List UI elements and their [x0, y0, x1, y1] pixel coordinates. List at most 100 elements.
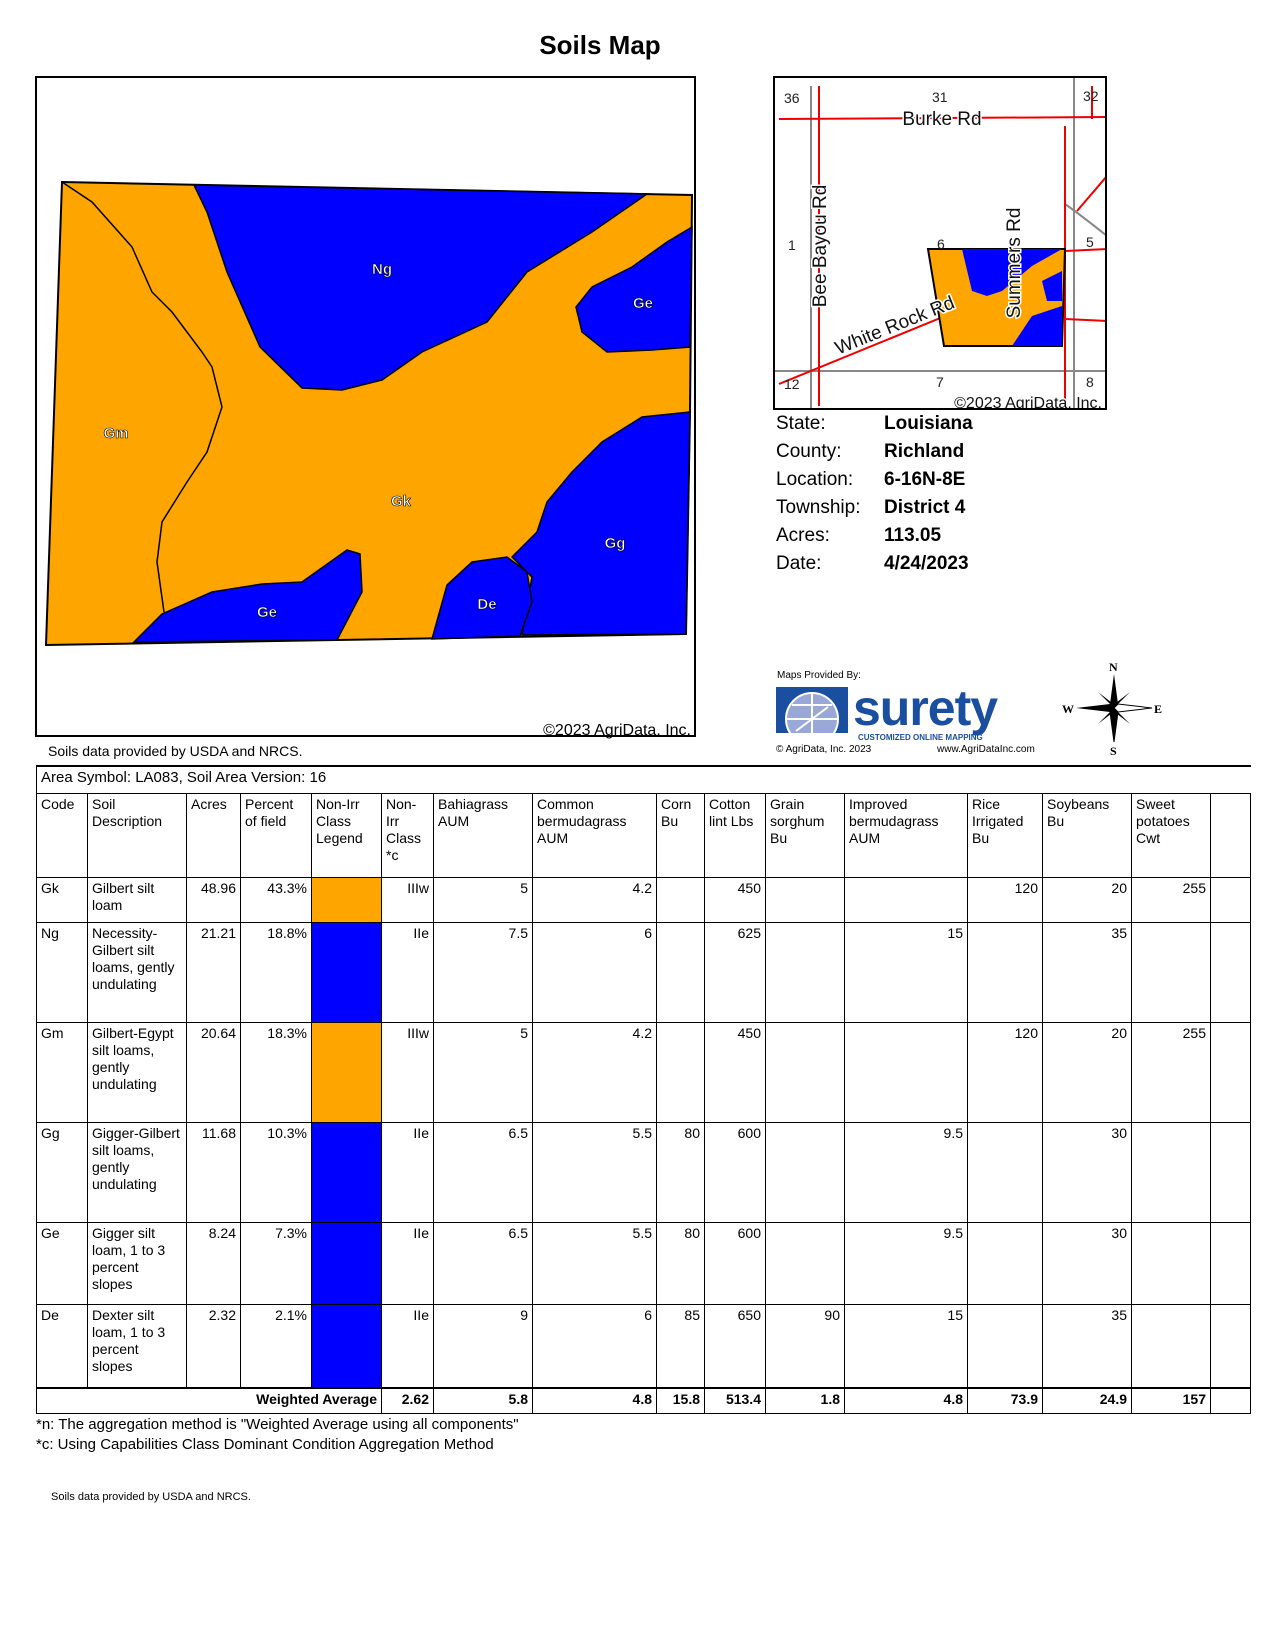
cell-soy: 35 [1042, 1303, 1132, 1389]
logo-provided-by: Maps Provided By: [777, 670, 861, 681]
cell-sweet: 255 [1131, 1021, 1211, 1123]
info-value: 4/24/2023 [884, 553, 969, 574]
column-header: Common bermudagrass AUM [532, 792, 657, 878]
map-label-ge-south: Ge [257, 604, 277, 621]
cell-improved [844, 876, 968, 923]
class-legend-swatch [311, 1221, 382, 1305]
cell-pct: 18.3% [240, 1021, 312, 1123]
cell-grain: 90 [765, 1303, 845, 1389]
cell-improved: 9.5 [844, 1121, 968, 1223]
map-label-gg: Gg [605, 535, 626, 552]
cell-common: 6 [532, 921, 657, 1023]
cell-desc: Dexter silt loam, 1 to 3 percent slopes [87, 1303, 187, 1389]
soil-polygon-ge-north [575, 225, 693, 353]
weighted-common: 4.8 [532, 1387, 657, 1414]
cell-cotton: 600 [704, 1221, 766, 1305]
road-label-summers: Summers Rd [1004, 208, 1025, 319]
compass-e: E [1154, 702, 1162, 716]
compass-rose-icon: N S W E [1062, 660, 1162, 756]
road-label-burke: Burke Rd [902, 109, 981, 130]
weighted-bahia: 5.8 [433, 1387, 533, 1414]
logo-brand: surety [853, 680, 998, 736]
page-title: Soils Map [539, 30, 661, 60]
cell-cotton: 450 [704, 876, 766, 923]
section-1: 1 [788, 237, 796, 253]
cell-extra [1210, 1387, 1251, 1414]
cell-improved [844, 1021, 968, 1123]
cell-rice [967, 1121, 1043, 1223]
weighted-soy: 24.9 [1042, 1387, 1132, 1414]
cell-sweet [1131, 1221, 1211, 1305]
cell-pct: 10.3% [240, 1121, 312, 1223]
map-source-note: Soils data provided by USDA and NRCS. [48, 743, 303, 759]
map-label-ge: Ge [633, 295, 653, 312]
cell-corn: 85 [656, 1303, 705, 1389]
compass-s: S [1110, 744, 1117, 756]
cell-rice: 120 [967, 876, 1043, 923]
column-header: Bahiagrass AUM [433, 792, 533, 878]
column-header: Corn Bu [656, 792, 705, 878]
cell-common: 5.5 [532, 1221, 657, 1305]
cell-bahia: 5 [433, 1021, 533, 1123]
cell-desc: Gilbert-Egypt silt loams, gently undulat… [87, 1021, 187, 1123]
section-31: 31 [932, 89, 948, 105]
cell-acres: 2.32 [186, 1303, 241, 1389]
cell-extra [1210, 1121, 1251, 1223]
table-row: Gg Gigger-Gilbert silt loams, gently undu… [36, 1121, 1251, 1223]
info-value: 6-16N-8E [884, 469, 966, 490]
info-label: Location: [776, 469, 854, 490]
cell-sweet: 255 [1131, 876, 1211, 923]
column-header: Code [36, 792, 88, 878]
cell-cotton: 650 [704, 1303, 766, 1389]
info-label: Township: [776, 497, 861, 518]
cell-common: 6 [532, 1303, 657, 1389]
info-county: County: Richland [776, 441, 964, 463]
weighted-improved: 4.8 [844, 1387, 968, 1414]
soil-polygon-ng [192, 184, 650, 391]
cell-common: 4.2 [532, 1021, 657, 1123]
logo-url[interactable]: www.AgriDataInc.com [937, 744, 1035, 755]
table-header-row: Code Soil Description Acres Percent of fiel… [36, 792, 1251, 878]
road-label-white-rock: White Rock Rd [832, 292, 957, 359]
road-label-bee-bayou: Bee Bayou Rd [810, 185, 831, 308]
weighted-average-label: Weighted Average [36, 1387, 382, 1414]
cell-cotton: 625 [704, 921, 766, 1023]
soil-boundary-gm [61, 181, 223, 613]
column-header: Percent of field [240, 792, 312, 878]
column-header: Soil Description [87, 792, 187, 878]
cell-bahia: 7.5 [433, 921, 533, 1023]
info-value: District 4 [884, 497, 966, 518]
cell-corn [656, 1021, 705, 1123]
column-header: Rice Irrigated Bu [967, 792, 1043, 878]
cell-corn [656, 876, 705, 923]
map-label-gk: Gk [391, 493, 412, 510]
cell-bahia: 6.5 [433, 1121, 533, 1223]
cell-pct: 18.8% [240, 921, 312, 1023]
map-label-ng: Ng [372, 261, 392, 278]
cell-grain [765, 1021, 845, 1123]
cell-extra [1210, 1221, 1251, 1305]
class-legend-swatch [311, 1021, 382, 1123]
cell-improved: 15 [844, 1303, 968, 1389]
map-label-de: De [477, 596, 496, 613]
cell-corn: 80 [656, 1221, 705, 1305]
cell-code: Gg [36, 1121, 88, 1223]
column-header: Grain sorghum Bu [765, 792, 845, 878]
cell-corn [656, 921, 705, 1023]
logo-tagline: CUSTOMIZED ONLINE MAPPING [858, 733, 983, 742]
soil-polygon-de [431, 556, 533, 640]
column-header [1210, 792, 1251, 878]
info-acres: Acres: 113.05 [776, 525, 941, 547]
info-label: Acres: [776, 525, 830, 546]
soils-table: Area Symbol: LA083, Soil Area Version: 1… [36, 765, 1251, 1414]
info-label: Date: [776, 553, 822, 574]
cell-extra [1210, 1021, 1251, 1123]
cell-cls: IIe [381, 1221, 434, 1305]
cell-pct: 7.3% [240, 1221, 312, 1305]
class-legend-swatch [311, 921, 382, 1023]
cell-soy: 35 [1042, 921, 1132, 1023]
footer-source-note: Soils data provided by USDA and NRCS. [51, 1491, 251, 1503]
cell-acres: 11.68 [186, 1121, 241, 1223]
cell-rice [967, 1303, 1043, 1389]
